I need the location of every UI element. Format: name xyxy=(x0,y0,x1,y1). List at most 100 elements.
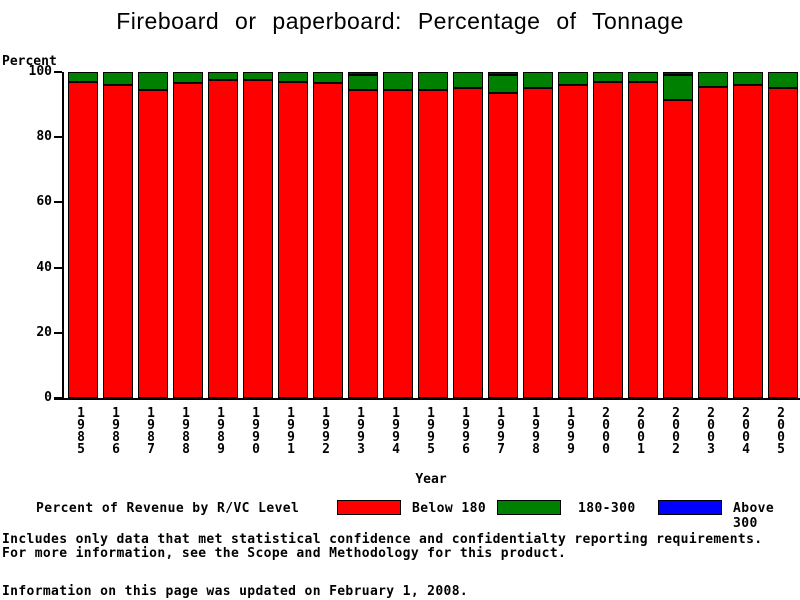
y-tick-40 xyxy=(54,267,62,269)
bar-2003 xyxy=(698,72,728,398)
legend-label-above-300: Above 300 xyxy=(733,501,775,531)
bar-1989 xyxy=(208,72,238,398)
bar-2002 xyxy=(663,72,693,398)
bar-segment-1988-below-180 xyxy=(173,83,203,398)
bar-2005 xyxy=(768,72,798,398)
y-tick-20 xyxy=(54,332,62,334)
year-label-1988: 1 9 8 8 xyxy=(182,406,190,457)
bar-segment-2004-180-300 xyxy=(733,72,763,85)
bar-segment-2005-180-300 xyxy=(768,72,798,88)
bar-segment-1987-below-180 xyxy=(138,90,168,398)
bar-segment-1986-180-300 xyxy=(103,72,133,85)
bar-segment-2003-180-300 xyxy=(698,72,728,87)
year-label-1999: 1 9 9 9 xyxy=(567,406,575,457)
bar-1991 xyxy=(278,72,308,398)
bar-1985 xyxy=(68,72,98,398)
year-label-2001: 2 0 0 1 xyxy=(637,406,645,457)
bar-segment-1985-below-180 xyxy=(68,82,98,398)
bar-segment-1998-180-300 xyxy=(523,72,553,88)
bar-segment-2003-below-180 xyxy=(698,87,728,398)
y-axis-label: Percent xyxy=(2,54,57,69)
bar-1995 xyxy=(418,72,448,398)
bar-segment-1999-below-180 xyxy=(558,85,588,398)
bar-segment-1993-above-300 xyxy=(348,72,378,75)
bar-segment-1987-180-300 xyxy=(138,72,168,90)
bar-1993 xyxy=(348,72,378,398)
bar-segment-1993-below-180 xyxy=(348,90,378,398)
y-tick-label-20: 20 xyxy=(36,325,52,340)
bar-segment-1989-180-300 xyxy=(208,72,238,80)
year-label-2003: 2 0 0 3 xyxy=(707,406,715,457)
bar-segment-2002-above-300 xyxy=(663,72,693,75)
legend-swatch-above-300 xyxy=(658,500,722,515)
year-label-2002: 2 0 0 2 xyxy=(672,406,680,457)
y-tick-0 xyxy=(54,397,62,399)
year-label-1995: 1 9 9 5 xyxy=(427,406,435,457)
bar-segment-1995-180-300 xyxy=(418,72,448,90)
y-tick-100 xyxy=(54,71,62,73)
year-label-1996: 1 9 9 6 xyxy=(462,406,470,457)
year-label-1993: 1 9 9 3 xyxy=(357,406,365,457)
y-tick-label-60: 60 xyxy=(36,194,52,209)
bar-1988 xyxy=(173,72,203,398)
bar-segment-1988-180-300 xyxy=(173,72,203,83)
year-label-2000: 2 0 0 0 xyxy=(602,406,610,457)
bar-segment-1986-below-180 xyxy=(103,85,133,398)
year-label-2004: 2 0 0 4 xyxy=(742,406,750,457)
plot-area xyxy=(62,72,800,398)
bar-segment-1990-below-180 xyxy=(243,80,273,398)
chart-title: Fireboard or paperboard: Percentage of T… xyxy=(116,8,684,34)
bar-segment-1996-below-180 xyxy=(453,88,483,398)
bar-1999 xyxy=(558,72,588,398)
bar-segment-2002-below-180 xyxy=(663,100,693,398)
year-label-1991: 1 9 9 1 xyxy=(287,406,295,457)
updated-note: Information on this page was updated on … xyxy=(2,584,469,599)
legend-title: Percent of Revenue by R/VC Level xyxy=(36,501,300,516)
year-label-1994: 1 9 9 4 xyxy=(392,406,400,457)
bar-segment-2005-below-180 xyxy=(768,88,798,398)
bar-1992 xyxy=(313,72,343,398)
bar-1986 xyxy=(103,72,133,398)
bar-segment-2004-below-180 xyxy=(733,85,763,398)
year-label-1998: 1 9 9 8 xyxy=(532,406,540,457)
bar-segment-1990-180-300 xyxy=(243,72,273,80)
bar-2004 xyxy=(733,72,763,398)
y-tick-label-0: 0 xyxy=(44,390,52,405)
bar-segment-1992-below-180 xyxy=(313,83,343,398)
year-label-1989: 1 9 8 9 xyxy=(217,406,225,457)
bar-segment-1997-below-180 xyxy=(488,93,518,398)
bar-1987 xyxy=(138,72,168,398)
y-tick-60 xyxy=(54,201,62,203)
bar-1994 xyxy=(383,72,413,398)
bar-segment-2002-180-300 xyxy=(663,75,693,100)
bar-segment-2001-below-180 xyxy=(628,82,658,398)
chart-legend: Percent of Revenue by R/VC Level Below 1… xyxy=(0,498,800,531)
legend-swatch-below-180 xyxy=(337,500,401,515)
bar-segment-1991-below-180 xyxy=(278,82,308,398)
x-axis-line xyxy=(54,398,800,400)
bar-2001 xyxy=(628,72,658,398)
x-axis-label: Year xyxy=(415,472,447,487)
y-tick-label-100: 100 xyxy=(28,64,52,79)
bar-segment-1989-below-180 xyxy=(208,80,238,398)
bar-1996 xyxy=(453,72,483,398)
bar-1998 xyxy=(523,72,553,398)
year-label-1990: 1 9 9 0 xyxy=(252,406,260,457)
legend-label-below-180: Below 180 xyxy=(412,501,487,516)
y-tick-label-40: 40 xyxy=(36,260,52,275)
bar-segment-1996-180-300 xyxy=(453,72,483,88)
bar-segment-1997-above-300 xyxy=(488,72,518,75)
year-label-1992: 1 9 9 2 xyxy=(322,406,330,457)
bar-segment-1993-180-300 xyxy=(348,75,378,90)
bar-segment-1994-below-180 xyxy=(383,90,413,398)
year-label-2005: 2 0 0 5 xyxy=(777,406,785,457)
bar-segment-2001-180-300 xyxy=(628,72,658,82)
bar-2000 xyxy=(593,72,623,398)
bar-segment-1992-180-300 xyxy=(313,72,343,83)
bar-segment-1991-180-300 xyxy=(278,72,308,82)
footnote-line-2: For more information, see the Scope and … xyxy=(2,546,567,561)
year-label-1987: 1 9 8 7 xyxy=(147,406,155,457)
bar-segment-2000-180-300 xyxy=(593,72,623,82)
legend-label-180-300: 180-300 xyxy=(578,501,636,516)
